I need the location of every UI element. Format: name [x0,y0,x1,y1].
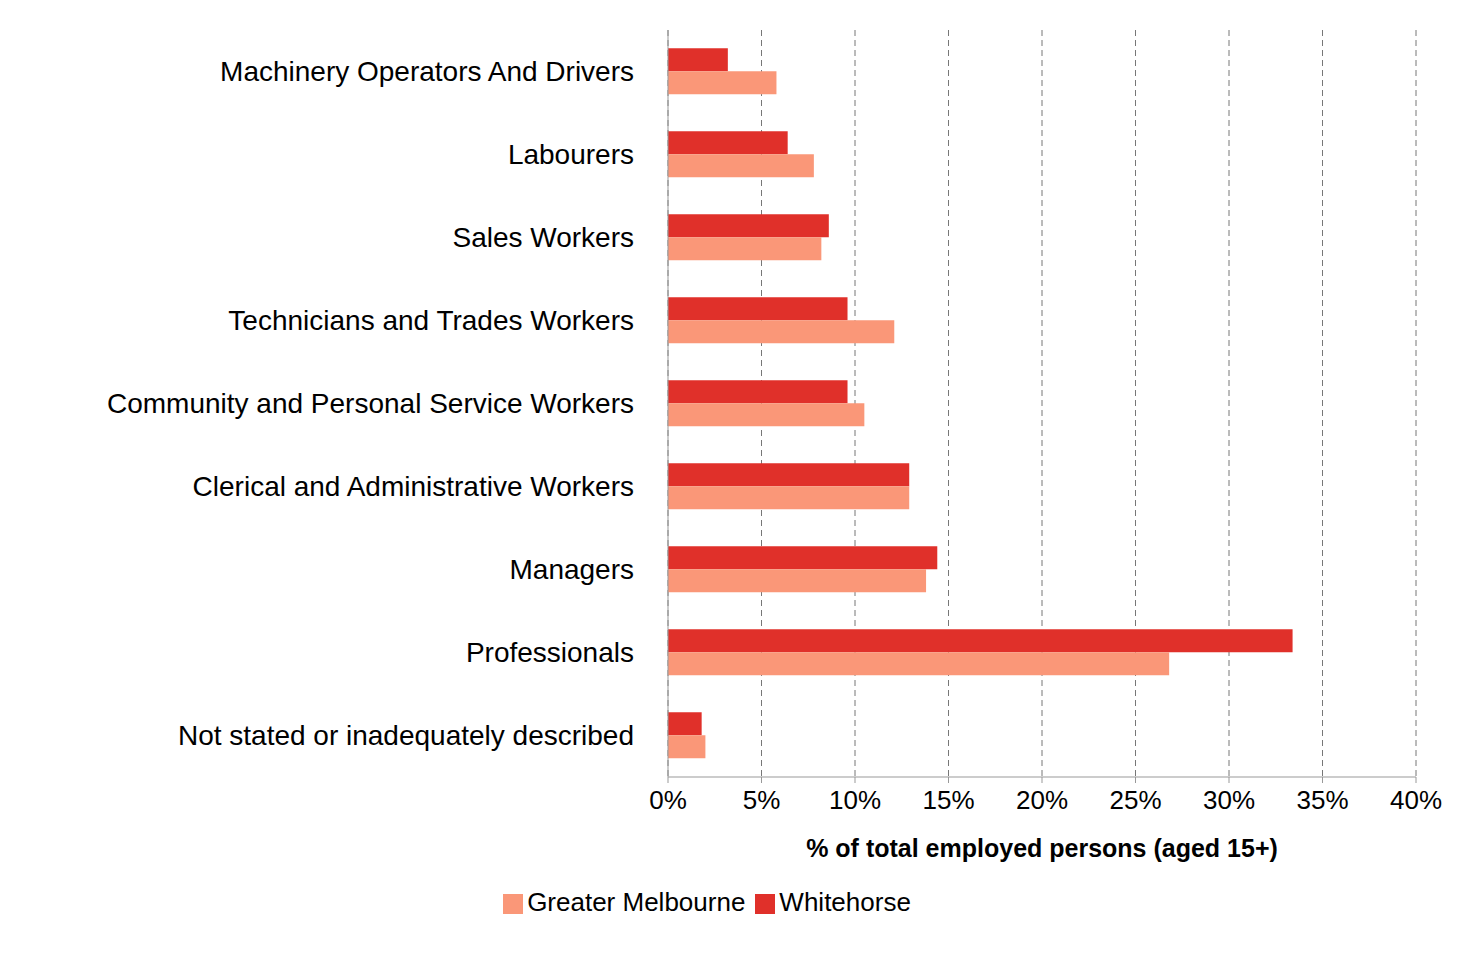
html-text:Greater Melbourne: Greater Melbourne [527,887,746,917]
svg-text:20%: 20% [1016,785,1068,815]
svg-text:25%: 25% [1109,785,1161,815]
html-text:Whitehorse: Whitehorse [779,887,911,917]
svg-text:10%: 10% [829,785,881,815]
svg-text:% of total employed persons (a: % of total employed persons (aged 15+) [806,834,1278,862]
svg-text:30%: 30% [1203,785,1255,815]
svg-text:Managers: Managers [509,554,634,585]
svg-text:Professionals: Professionals [466,637,634,668]
svg-text:Not stated or inadequately des: Not stated or inadequately described [178,720,634,751]
svg-text:15%: 15% [922,785,974,815]
svg-text:0%: 0% [649,785,687,815]
svg-text:Technicians and Trades Workers: Technicians and Trades Workers [228,305,634,336]
svg-text:5%: 5% [743,785,781,815]
svg-text:Machinery Operators And Driver: Machinery Operators And Drivers [220,56,634,87]
svg-text:Labourers: Labourers [508,139,634,170]
svg-text:40%: 40% [1390,785,1442,815]
svg-text:Community and Personal Service: Community and Personal Service Workers [107,388,634,419]
svg-text:Sales Workers: Sales Workers [452,222,634,253]
svg-text:Clerical and Administrative Wo: Clerical and Administrative Workers [193,471,634,502]
svg-text:35%: 35% [1296,785,1348,815]
